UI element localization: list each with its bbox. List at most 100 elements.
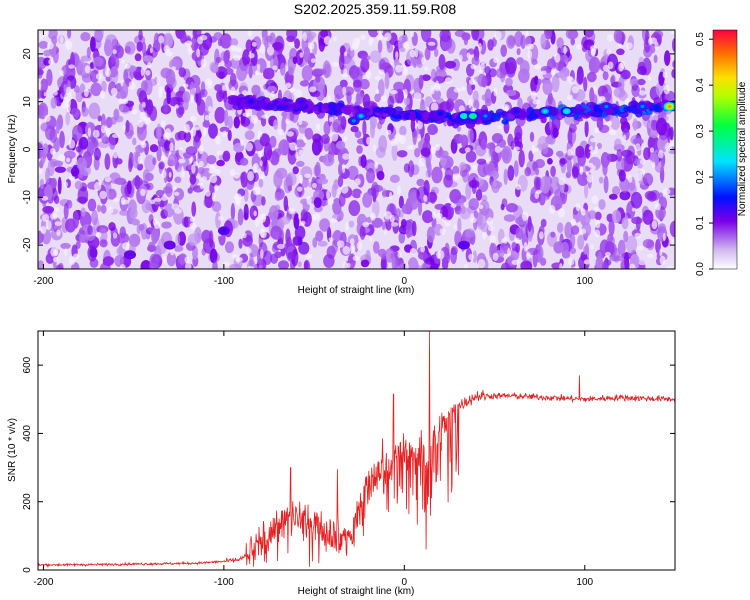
spectrogram-cell [647, 76, 652, 81]
spectrogram-cell [93, 147, 101, 161]
spectrogram-cell [466, 52, 471, 59]
spectrogram-cell [527, 50, 533, 59]
spectrogram-cell [616, 48, 625, 56]
spectrogram-cell [569, 123, 577, 133]
spectrogram-cell [59, 35, 64, 44]
band-cell [428, 111, 436, 120]
spectrogram-cell [56, 229, 61, 237]
spectrogram-cell [348, 200, 361, 217]
spectrogram-cell [137, 119, 144, 128]
spectrogram-cell [383, 228, 387, 236]
spectrogram-cell [587, 210, 597, 220]
spectrogram-cell [109, 57, 116, 67]
spectrogram-cell [248, 244, 259, 258]
band-cell [623, 106, 630, 113]
spectrogram-cell [286, 30, 298, 40]
spectrogram-cell [44, 184, 53, 201]
spectrogram-cell [155, 189, 165, 197]
spectrogram-cell [208, 105, 213, 112]
spectrogram-cell [526, 251, 531, 260]
spectrogram-cell [598, 199, 606, 210]
spectrogram-cell [100, 125, 106, 134]
spectrogram-cell [120, 79, 124, 87]
spectrogram-cell [403, 88, 408, 99]
spectrogram-cell [66, 105, 71, 113]
spectrogram-cell [161, 170, 167, 179]
band-cell [453, 118, 463, 124]
spectrogram-cell [39, 178, 45, 189]
spectrogram-cell [403, 97, 410, 106]
x-tick-label: -200 [33, 577, 53, 588]
spectrogram-cell [467, 128, 474, 144]
spectrogram-cell [507, 247, 511, 257]
spectrogram-cell [436, 250, 441, 259]
spectrogram-cell [631, 207, 636, 212]
spectrogram-x-label: Height of straight line (km) [298, 285, 415, 296]
spectrogram-cell [237, 208, 244, 226]
spectrogram-cell [515, 227, 524, 240]
spectrogram-cell [333, 85, 346, 99]
spectrogram-cell [54, 207, 59, 213]
spectrogram-cell [304, 173, 312, 178]
spectrogram-cell [352, 255, 360, 261]
spectrogram-cell [270, 225, 283, 240]
band-cell [278, 101, 289, 106]
spectrogram-cell [492, 180, 497, 188]
hotspot-core [640, 104, 645, 109]
spectrogram-cell [389, 174, 400, 183]
spectrogram-cell [639, 90, 647, 96]
spectrogram-cell [278, 216, 291, 225]
spectrogram-cell [189, 81, 195, 97]
spectrogram-cell [142, 101, 146, 108]
spectrogram-cell [605, 251, 611, 257]
spectrogram-cell [648, 37, 653, 46]
spectrogram-cell [279, 62, 286, 76]
spectrogram-cell [259, 44, 266, 54]
spectrogram-cell [202, 126, 207, 137]
spectrogram-cell [233, 116, 240, 129]
spectrogram-cell [66, 157, 71, 163]
spectrogram-cell [163, 256, 167, 264]
spectrogram-cell [531, 59, 538, 65]
spectrogram-cell [113, 197, 119, 203]
spectrogram-cell [128, 81, 136, 90]
spectrogram-cell [362, 192, 373, 208]
spectrogram-cell [370, 37, 374, 44]
spectrogram-cell [63, 181, 68, 188]
spectrogram-cell [292, 56, 298, 64]
spectrogram-cell [494, 30, 502, 41]
hotspot-core [221, 229, 226, 233]
spectrogram-cell [120, 59, 126, 64]
spectrogram-cell [301, 220, 306, 226]
spectrogram-cell [632, 138, 644, 145]
spectrogram-cell [87, 127, 92, 137]
spectrogram-cell [72, 211, 80, 229]
spectrogram-cell [89, 247, 98, 259]
spectrogram-cell [594, 127, 600, 134]
spectrogram-cell [263, 142, 273, 161]
spectrogram-cell [243, 230, 253, 242]
spectrogram-cell [567, 148, 573, 156]
spectrogram-cell [134, 53, 142, 62]
spectrogram-cell [230, 86, 236, 96]
spectrogram-cell [572, 266, 580, 269]
spectrogram-cell [80, 32, 91, 42]
spectrogram-cell [108, 222, 116, 231]
spectrogram-cell [550, 68, 556, 77]
spectrogram-cell [156, 123, 162, 142]
spectrogram-cell [527, 215, 532, 232]
spectrogram-cell [662, 71, 668, 79]
spectrogram-cell [337, 175, 344, 188]
spectrogram-cell [662, 188, 671, 195]
spectrogram-cell [177, 106, 185, 116]
spectrogram-cell [642, 172, 654, 187]
spectrogram-cell [178, 253, 188, 265]
spectrogram-cell [89, 258, 99, 268]
spectrogram-cell [391, 143, 398, 162]
spectrogram-cell [101, 113, 106, 130]
spectrogram-cell [336, 140, 346, 150]
spectrogram-cell [78, 234, 87, 242]
spectrogram-cell [187, 233, 200, 246]
spectrogram-cell [41, 196, 49, 201]
spectrogram-cell [198, 144, 204, 155]
